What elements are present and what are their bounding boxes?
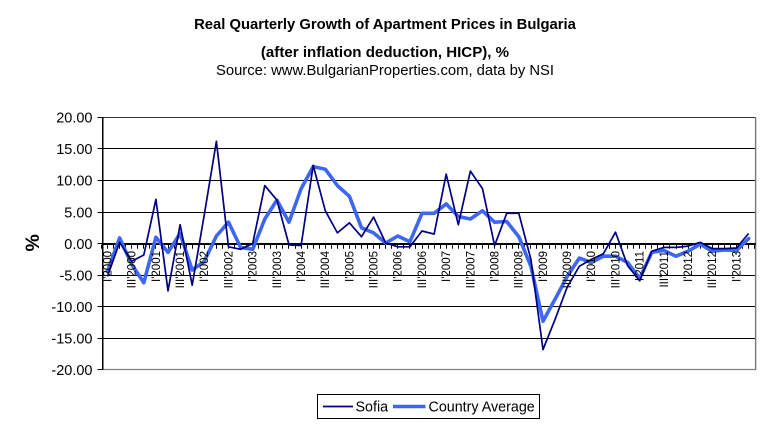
svg-text:(after inflation deduction, HI: (after inflation deduction, HICP), % [261,44,510,61]
svg-text:I'2010: I'2010 [586,251,598,282]
svg-text:I'2009: I'2009 [538,251,550,282]
svg-text:I'2011: I'2011 [635,251,647,281]
svg-text:I'2001: I'2001 [151,251,163,282]
svg-text:I'2003: I'2003 [248,251,260,282]
svg-text:10.00: 10.00 [56,174,92,190]
svg-text:I'2005: I'2005 [344,251,356,282]
svg-text:-10.00: -10.00 [51,300,92,316]
svg-text:I'2000: I'2000 [102,251,114,282]
svg-text:15.00: 15.00 [56,142,92,158]
svg-text:III'2012: III'2012 [707,251,719,288]
svg-text:III'2001: III'2001 [175,251,187,288]
svg-text:Real Quarterly Growth of Apart: Real Quarterly Growth of Apartment Price… [194,17,577,33]
svg-text:I'2008: I'2008 [490,251,502,282]
svg-text:-15.00: -15.00 [51,331,92,347]
svg-text:Sofia: Sofia [356,400,389,416]
svg-text:Country Average: Country Average [429,400,535,416]
svg-text:III'2005: III'2005 [369,251,381,288]
svg-text:I'2002: I'2002 [199,251,211,282]
svg-text:III'2007: III'2007 [465,251,477,288]
svg-text:I'2007: I'2007 [441,251,453,282]
svg-text:III'2004: III'2004 [320,250,332,288]
svg-text:I'2013: I'2013 [731,251,743,282]
svg-text:III'2008: III'2008 [514,251,526,288]
svg-text:I'2012: I'2012 [683,251,695,282]
svg-text:-20.00: -20.00 [51,363,92,379]
svg-text:I'2006: I'2006 [393,251,405,282]
svg-text:Source: www.BulgarianPropertie: Source: www.BulgarianProperties.com, dat… [216,63,554,79]
svg-text:III'2003: III'2003 [272,251,284,288]
svg-text:I'2004: I'2004 [296,250,308,282]
svg-text:III'2009: III'2009 [562,251,574,288]
svg-text:III'2010: III'2010 [610,251,622,288]
svg-text:5.00: 5.00 [64,205,92,221]
svg-text:III'2000: III'2000 [127,251,139,288]
svg-text:%: % [22,234,44,251]
svg-text:III'2006: III'2006 [417,251,429,288]
svg-text:0.00: 0.00 [64,237,92,253]
svg-text:20.00: 20.00 [56,111,92,127]
svg-text:III'2002: III'2002 [223,251,235,288]
svg-text:III'2011: III'2011 [659,251,671,288]
svg-text:-5.00: -5.00 [59,268,92,284]
